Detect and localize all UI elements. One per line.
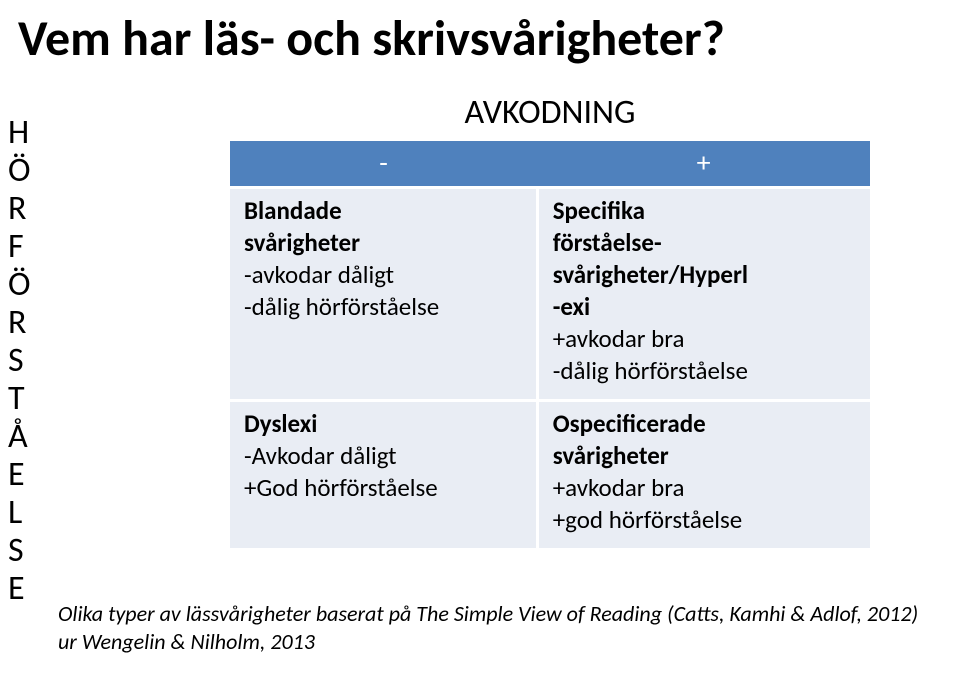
cell-line: -dålig hörförståelse [553, 355, 858, 387]
col-header-minus: - [230, 141, 537, 188]
vertical-letter: E [8, 570, 31, 608]
vertical-letter: Ö [8, 266, 31, 304]
matrix-header-row: - + [230, 141, 870, 188]
vertical-letter: L [8, 494, 31, 532]
matrix-table: - + Blandadesvårigheter-avkodar dåligt-d… [230, 141, 870, 551]
matrix-row: Blandadesvårigheter-avkodar dåligt-dålig… [230, 188, 870, 401]
cell-line: -dålig hörförståelse [244, 291, 524, 323]
vertical-letter: S [8, 532, 31, 570]
caption: Olika typer av lässvårigheter baserat på… [58, 600, 918, 656]
cell-line: +avkodar bra [553, 472, 858, 504]
matrix-block: AVKODNING - + Blandadesvårigheter-avkoda… [230, 92, 870, 551]
vertical-letter: H [8, 114, 31, 152]
matrix-cell: Blandadesvårigheter-avkodar dåligt-dålig… [230, 188, 537, 401]
cell-title-line: svårigheter [244, 227, 524, 259]
cell-title-line: svårigheter [553, 440, 858, 472]
matrix-cell: Dyslexi-Avkodar dåligt+God hörförståelse [230, 401, 537, 550]
caption-line1: Olika typer av lässvårigheter baserat på… [58, 600, 918, 627]
vertical-letter: Å [8, 418, 31, 456]
vertical-letter: E [8, 456, 31, 494]
matrix-row: Dyslexi-Avkodar dåligt+God hörförståelse… [230, 401, 870, 550]
matrix-cell: Specifikaförståelse-svårigheter/Hyperl-e… [537, 188, 870, 401]
cell-title-line: Specifika [553, 195, 858, 227]
cell-title-line: svårigheter/Hyperl [553, 259, 858, 291]
caption-line2: ur Wengelin & Nilholm, 2013 [58, 628, 315, 655]
vertical-letter: S [8, 342, 31, 380]
cell-line: +avkodar bra [553, 323, 858, 355]
cell-line: -Avkodar dåligt [244, 440, 524, 472]
cell-line: +God hörförståelse [244, 472, 524, 504]
slide: Vem har läs- och skrivsvårigheter? HÖRFÖ… [0, 0, 959, 684]
vertical-letter: R [8, 190, 31, 228]
vertical-letter: Ö [8, 152, 31, 190]
cell-title-line: -exi [553, 291, 858, 323]
vertical-axis-label: HÖRFÖRSTÅELSE [8, 114, 31, 608]
vertical-letter: F [8, 228, 31, 266]
vertical-letter: R [8, 304, 31, 342]
matrix-cell: Ospecificeradesvårigheter+avkodar bra+go… [537, 401, 870, 550]
cell-title-line: förståelse- [553, 227, 858, 259]
vertical-letter: T [8, 380, 31, 418]
cell-title-line: Ospecificerade [553, 408, 858, 440]
cell-title-line: Blandade [244, 195, 524, 227]
col-header-plus: + [537, 141, 870, 188]
cell-title-line: Dyslexi [244, 408, 524, 440]
cell-line: -avkodar dåligt [244, 259, 524, 291]
top-axis-label: AVKODNING [230, 92, 870, 133]
cell-line: +god hörförståelse [553, 504, 858, 536]
slide-title: Vem har läs- och skrivsvårigheter? [18, 8, 725, 69]
